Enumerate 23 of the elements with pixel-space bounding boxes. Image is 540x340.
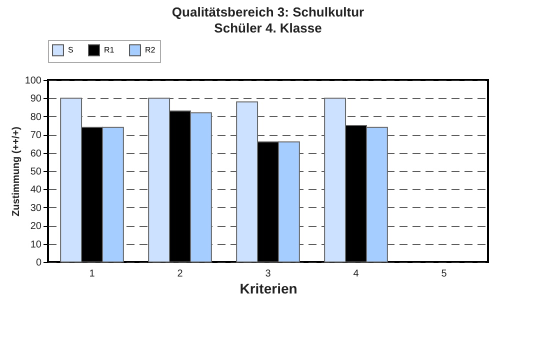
y-tick-label: 0 [36, 258, 42, 268]
y-tick-label: 70 [30, 130, 42, 142]
legend-label: R1 [104, 45, 115, 54]
chart-subtitle: Schüler 4. Klasse [214, 20, 322, 36]
y-tick-label: 50 [30, 166, 42, 178]
y-tick-label: 30 [30, 202, 42, 214]
legend-label: R2 [145, 45, 156, 54]
x-tick-label: 2 [177, 268, 184, 280]
y-axis-title: Zustimmung (++/+) [10, 126, 22, 216]
y-tick-label: 20 [30, 221, 42, 232]
x-tick-label: 5 [441, 268, 448, 280]
x-tick-label: 4 [353, 268, 360, 280]
y-tick-label: 40 [30, 184, 42, 196]
x-tick-label: 3 [265, 268, 272, 280]
y-tick-label: 100 [24, 76, 42, 86]
y-tick-label: 60 [30, 148, 42, 160]
x-axis-title: Kriterien [240, 280, 298, 296]
y-tick-label: 80 [30, 112, 42, 123]
y-tick-label: 90 [30, 94, 42, 105]
y-tick-label: 10 [30, 239, 42, 250]
chart-title: Qualitätsbereich 3: Schulkultur [172, 4, 364, 20]
x-tick-label: 1 [89, 268, 96, 280]
legend-label: S [68, 45, 74, 54]
